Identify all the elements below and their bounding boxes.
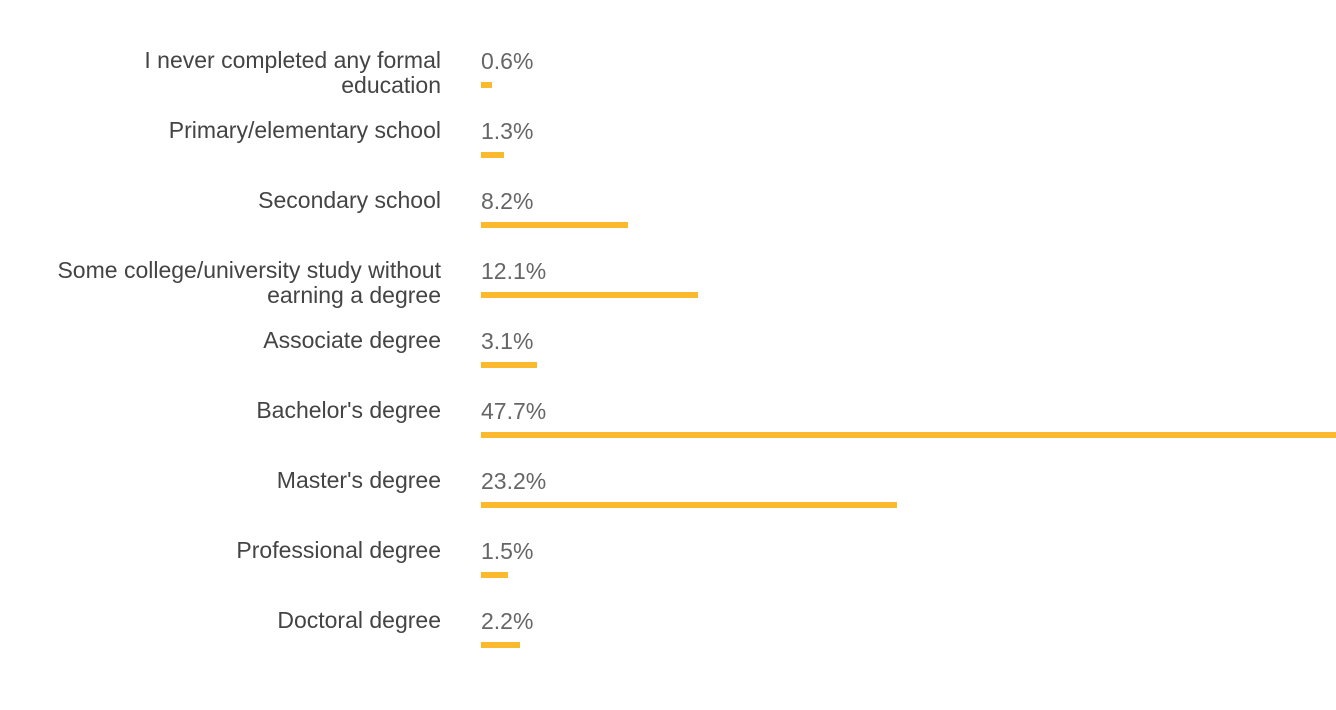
bar-row: I never completed any formal education 0.…	[0, 48, 1336, 118]
category-label: Professional degree	[236, 537, 441, 563]
category-label: Bachelor's degree	[256, 397, 441, 423]
value-label: 3.1%	[481, 328, 534, 354]
category-label: Doctoral degree	[277, 607, 441, 633]
bar-row: Associate degree 3.1%	[0, 328, 1336, 398]
bar	[481, 502, 897, 508]
bar	[481, 82, 492, 88]
bar-row: Primary/elementary school 1.3%	[0, 118, 1336, 188]
category-label: Associate degree	[263, 327, 441, 353]
value-label: 12.1%	[481, 258, 547, 284]
category-label: Some college/university study without ea…	[57, 257, 441, 308]
value-label: 0.6%	[481, 48, 534, 74]
bar-row: Some college/university study without ea…	[0, 258, 1336, 328]
bar-row: Doctoral degree 2.2%	[0, 608, 1336, 678]
value-label: 1.3%	[481, 118, 534, 144]
bar-row: Secondary school 8.2%	[0, 188, 1336, 258]
value-label: 23.2%	[481, 468, 547, 494]
value-label: 2.2%	[481, 608, 534, 634]
bar	[481, 222, 628, 228]
category-label: Secondary school	[258, 187, 441, 213]
bar	[481, 432, 1336, 438]
bar	[481, 642, 520, 648]
bar	[481, 572, 508, 578]
bar-row: Bachelor's degree 47.7%	[0, 398, 1336, 468]
value-label: 47.7%	[481, 398, 547, 424]
category-label: Master's degree	[276, 467, 441, 493]
bar	[481, 362, 537, 368]
bar-row: Professional degree 1.5%	[0, 538, 1336, 608]
bar	[481, 292, 698, 298]
bar	[481, 152, 504, 158]
value-label: 1.5%	[481, 538, 534, 564]
category-label: Primary/elementary school	[168, 117, 441, 143]
value-label: 8.2%	[481, 188, 534, 214]
bar-row: Master's degree 23.2%	[0, 468, 1336, 538]
category-label: I never completed any formal education	[144, 47, 441, 98]
